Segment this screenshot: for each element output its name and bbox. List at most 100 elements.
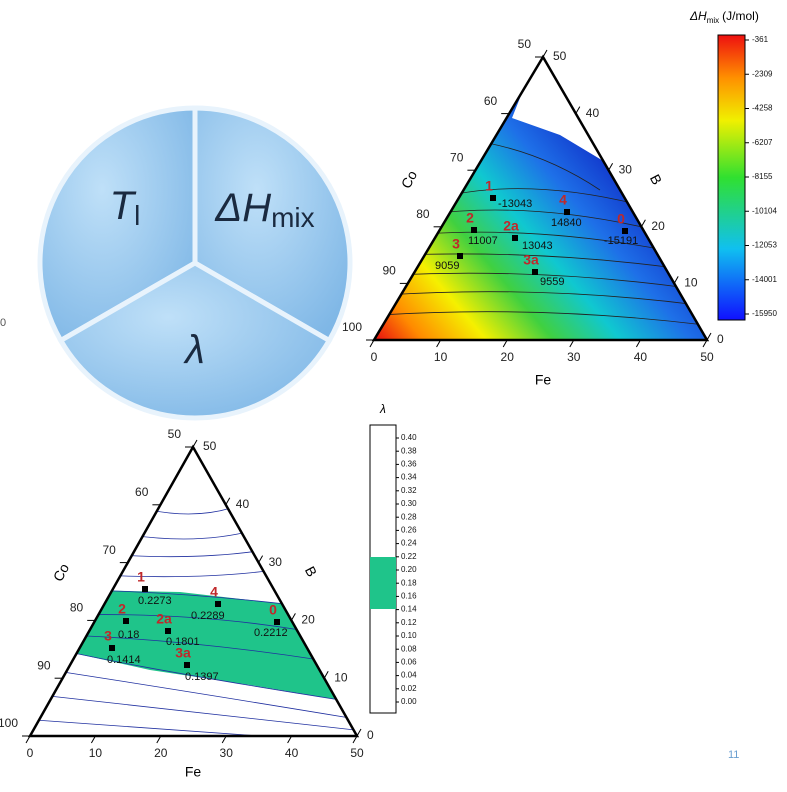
colorbar-tick-label: 0.20	[401, 565, 417, 574]
point-id: 1	[485, 178, 493, 194]
colorbar-tick-label: 0.18	[401, 578, 417, 587]
pie-label-main: ΔH	[214, 186, 271, 230]
triangle-frame	[27, 444, 360, 738]
point-value: -13043	[498, 198, 532, 210]
point-value: 14840	[551, 217, 582, 229]
tick-mark	[258, 555, 264, 563]
colorbar-title: λ	[379, 402, 386, 416]
left-tick-label: 100	[0, 716, 18, 730]
right-tick-label: 20	[301, 613, 315, 627]
point-value: -15191	[604, 235, 638, 247]
pie-label: Tl	[110, 184, 141, 232]
left-tick-label: 80	[70, 601, 84, 615]
left-tick-label: 100	[342, 320, 362, 334]
point-id: 3	[104, 628, 112, 644]
pie-sector	[192, 105, 353, 344]
colorbar-band	[370, 557, 396, 609]
bottom-tick-label: 30	[567, 350, 581, 364]
left-tick-label: 70	[450, 150, 464, 164]
point-id: 0	[269, 602, 277, 618]
left-tick-label: 80	[416, 207, 430, 221]
point-value: 0.1397	[185, 671, 219, 683]
colorbar-tick-label: 0.16	[401, 592, 417, 601]
colorbar-tick-label: -361	[752, 35, 769, 44]
axis-label: Co	[398, 168, 421, 192]
tick-mark	[287, 735, 293, 744]
colorbar-tick-label: 0.24	[401, 539, 417, 548]
data-point	[165, 628, 171, 634]
point-value: 9059	[435, 260, 459, 272]
left-tick-label: 70	[102, 543, 116, 557]
bottom-tick-label: 20	[501, 350, 515, 364]
triangle-frame	[371, 54, 710, 342]
tick-mark	[502, 339, 508, 348]
colorbar-tick-label: 0.38	[401, 446, 417, 455]
tick-mark	[569, 339, 575, 348]
bottom-tick-label: 10	[89, 746, 103, 760]
left-tick-label: 60	[135, 485, 149, 499]
data-point	[490, 195, 496, 201]
data-point	[471, 227, 477, 233]
bottom-tick-label: 40	[285, 746, 299, 760]
axis-label: Co	[50, 561, 73, 585]
colorbar-tick-label: 0.02	[401, 684, 417, 693]
point-value: 9559	[540, 276, 564, 288]
colorbar-title: ΔHmix (J/mol)	[689, 9, 759, 25]
pie-diagram: Tl ΔHmix λ	[37, 105, 353, 421]
colorbar-tick-label: 0.00	[401, 697, 417, 706]
colorbar-tick-label: 0.28	[401, 512, 417, 521]
data-point	[274, 619, 280, 625]
tick-mark	[702, 339, 708, 348]
tick-mark	[542, 49, 548, 58]
pie-label-main: λ	[183, 328, 205, 372]
right-tick-label: 20	[651, 219, 665, 233]
pie-label-sub: mix	[271, 202, 315, 233]
left-tick-label: 90	[382, 264, 396, 278]
tick-mark	[575, 106, 581, 114]
colorbar-tick-label: 0.34	[401, 473, 417, 482]
point-id: 1	[137, 569, 145, 585]
data-point	[564, 209, 570, 215]
tick-mark	[369, 339, 375, 348]
colorbar	[717, 34, 746, 321]
tick-mark	[192, 439, 198, 448]
point-id: 2a	[156, 611, 172, 627]
data-point	[123, 618, 129, 624]
point-id: 4	[559, 192, 567, 208]
pie-sector	[57, 260, 333, 421]
right-tick-label: 30	[269, 555, 283, 569]
right-tick-label: 10	[684, 276, 698, 290]
left-tick-label: 50	[168, 427, 182, 441]
left-tick-label: 50	[518, 37, 532, 51]
point-id: 3	[452, 236, 460, 252]
bottom-tick-label: 50	[700, 350, 714, 364]
tick-mark	[635, 339, 641, 348]
point-id: 2	[466, 210, 474, 226]
left-tick-label: 90	[37, 658, 51, 672]
point-value: 0.18	[118, 629, 139, 641]
data-point	[457, 253, 463, 259]
bottom-tick-label: 50	[350, 746, 364, 760]
tick-mark	[323, 670, 329, 679]
pie-label-sub: l	[134, 200, 140, 231]
colorbar-tick-label: 0.40	[401, 433, 417, 442]
axis-label: B	[302, 564, 321, 580]
pie-sector	[37, 105, 198, 344]
point-id: 3a	[523, 252, 539, 268]
point-value: 11007	[468, 235, 498, 247]
lambda-contour	[30, 447, 357, 736]
data-point	[512, 235, 518, 241]
colorbar-tick-label: 0.14	[401, 605, 417, 614]
colorbar-tick-label: 0.26	[401, 526, 417, 535]
colorbar-tick-label: 0.04	[401, 671, 417, 680]
data-point	[622, 228, 628, 234]
colorbar-tick-label: 0.30	[401, 499, 417, 508]
point-value: 0.2289	[191, 610, 225, 622]
tick-mark	[436, 339, 442, 348]
tick-mark	[156, 735, 162, 744]
bottom-tick-label: 10	[434, 350, 448, 364]
tick-mark	[640, 219, 646, 228]
point-id: 2a	[503, 218, 519, 234]
colorbar-tick-label: -10104	[752, 206, 777, 215]
